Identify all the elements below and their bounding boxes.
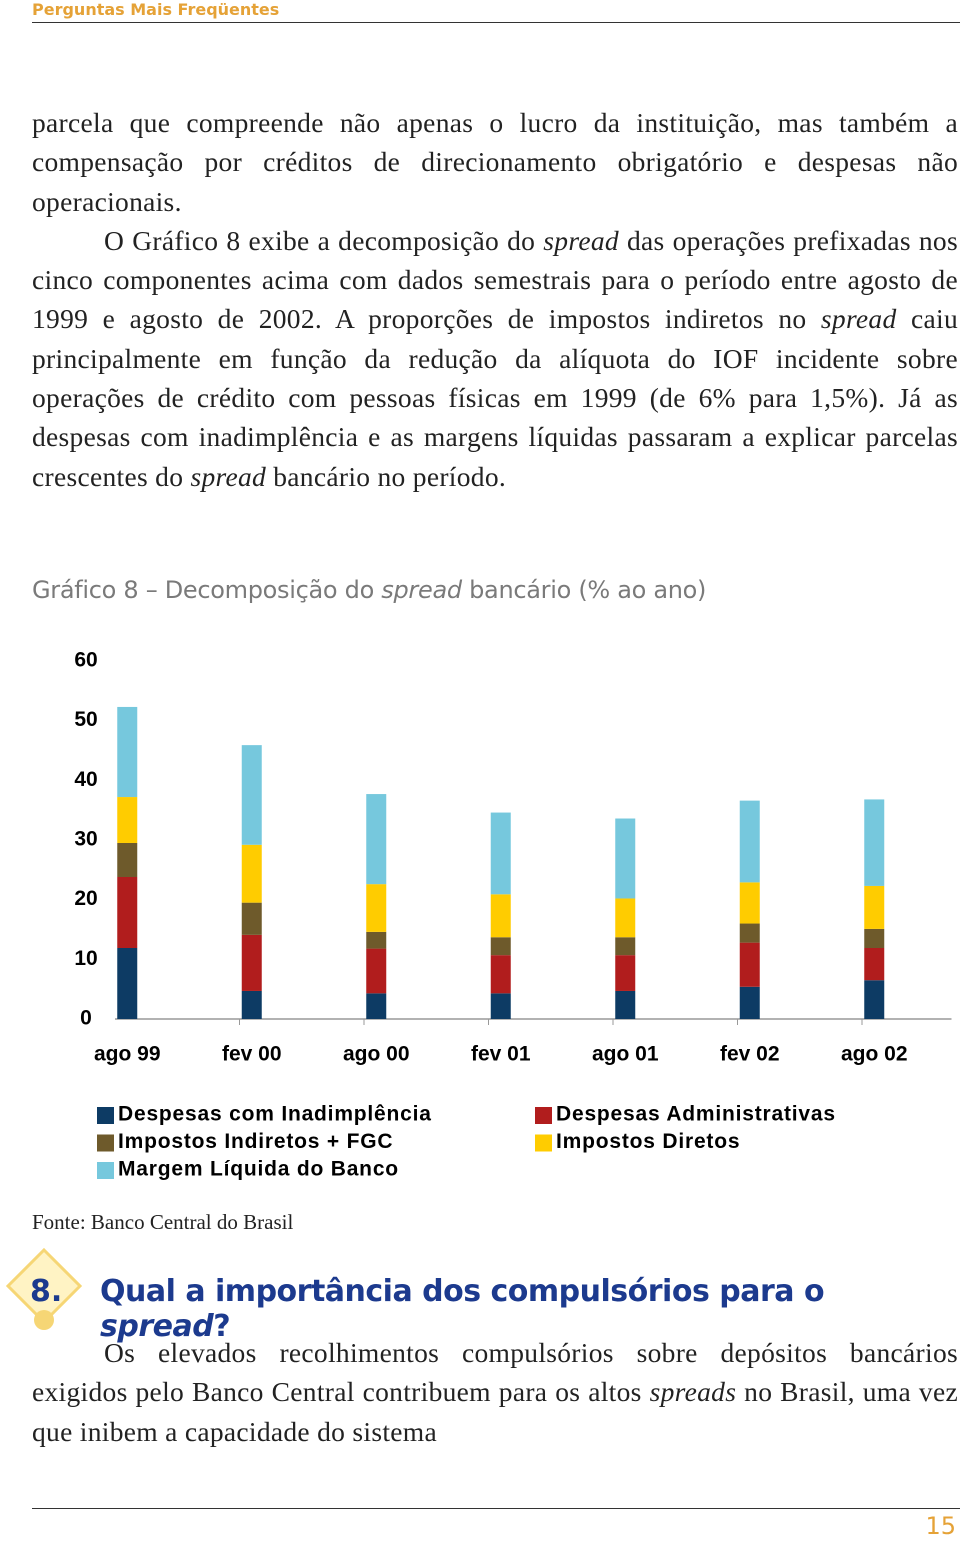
section-title: Qual a importância dos compulsórios para… xyxy=(100,1274,960,1344)
paragraph: Os elevados recolhimentos compulsórios s… xyxy=(32,1333,958,1451)
x-tick-label: ago 99 xyxy=(94,1043,161,1066)
bar-segment xyxy=(615,955,636,991)
bar-segment xyxy=(615,898,636,938)
text: spreads xyxy=(649,1376,737,1408)
bar-segment xyxy=(366,931,387,949)
paragraph: O Gráfico 8 exibe a decomposição do spre… xyxy=(32,221,958,496)
legend-label: Despesas com Inadimplência xyxy=(118,1103,432,1126)
bar-segment xyxy=(366,948,387,994)
y-tick-label: 20 xyxy=(74,887,97,910)
body-text: Os elevados recolhimentos compulsórios s… xyxy=(32,1333,958,1451)
x-tick-label: ago 00 xyxy=(343,1043,410,1066)
bar-segment xyxy=(117,797,138,843)
y-tick-label: 0 xyxy=(80,1007,92,1030)
bar-segment xyxy=(117,876,138,948)
section-number: 8. xyxy=(30,1274,63,1309)
bar-segment xyxy=(241,934,262,991)
bar-segment xyxy=(864,885,885,929)
chart-title: Gráfico 8 – Decomposição do spread bancá… xyxy=(32,576,706,604)
bar-segment xyxy=(241,745,262,845)
section-icon xyxy=(5,1247,83,1330)
text: bancário (% ao ano) xyxy=(461,576,707,604)
legend-label: Impostos Diretos xyxy=(556,1130,740,1153)
bar-segment xyxy=(366,794,387,885)
bar-segment xyxy=(490,894,511,938)
x-tick-label: fev 01 xyxy=(471,1043,531,1066)
y-tick-label: 40 xyxy=(74,768,97,791)
bar-segment xyxy=(615,818,636,899)
text: spread xyxy=(190,460,267,492)
text: caiu principalmente em função da redução… xyxy=(32,303,958,492)
x-tick-label: ago 01 xyxy=(592,1043,659,1066)
legend-swatch xyxy=(535,1107,552,1124)
bar-segment xyxy=(739,986,760,1019)
source: Fonte: Banco Central do Brasil xyxy=(32,1210,294,1234)
legend-label: Despesas Administrativas xyxy=(556,1103,836,1126)
bar-segment xyxy=(117,706,138,798)
text: spread xyxy=(543,224,619,256)
legend-swatch xyxy=(535,1134,552,1152)
bar-segment xyxy=(117,842,138,877)
bar-segment xyxy=(739,942,760,987)
bar-segment xyxy=(739,800,760,883)
bar-segment xyxy=(490,993,511,1019)
text: bancário no período. xyxy=(266,460,507,492)
legend-swatch xyxy=(97,1134,114,1152)
bar-segment xyxy=(615,937,636,956)
bar-segment xyxy=(490,955,511,994)
bar-segment xyxy=(864,799,885,886)
bar-segment xyxy=(490,937,511,956)
bar-segment xyxy=(366,884,387,932)
y-tick-label: 30 xyxy=(74,828,97,851)
paragraph: parcela que compreende não apenas o lucr… xyxy=(32,103,958,221)
text: Qual a importância dos compulsórios para… xyxy=(100,1274,825,1309)
legend-swatch xyxy=(97,1162,114,1179)
text: no Brasil, uma vez que inibem a capacida… xyxy=(32,1376,958,1447)
y-tick-label: 60 xyxy=(74,649,97,672)
page-number: 15 xyxy=(925,1512,956,1540)
text: Os elevados recolhimentos compulsórios s… xyxy=(32,1337,958,1408)
y-tick-label: 50 xyxy=(74,708,97,731)
bar-segment xyxy=(739,882,760,924)
bar-segment xyxy=(117,947,138,1019)
footer-rule xyxy=(32,1508,960,1509)
bar-segment xyxy=(241,902,262,935)
bar-segment xyxy=(864,980,885,1019)
bar-segment xyxy=(490,812,511,895)
text: O Gráfico 8 exibe a decomposição do xyxy=(104,224,544,256)
legend-label: Impostos Indiretos + FGC xyxy=(118,1130,393,1153)
bar-segment xyxy=(739,923,760,943)
text: das operações prefixadas nos cinco compo… xyxy=(32,224,958,335)
bar-segment xyxy=(864,947,885,981)
bar-segment xyxy=(864,928,885,948)
text: parcela que compreende não apenas o lucr… xyxy=(32,107,958,217)
body-text: parcela que compreende não apenas o lucr… xyxy=(32,103,958,496)
legend-swatch xyxy=(97,1107,114,1124)
y-tick-label: 10 xyxy=(74,947,97,970)
x-tick-label: fev 02 xyxy=(720,1043,780,1066)
text: spread xyxy=(100,1309,214,1344)
legend-label: Margem Líquida do Banco xyxy=(118,1158,399,1181)
bar-segment xyxy=(366,993,387,1019)
bar-segment xyxy=(241,990,262,1019)
header-rule xyxy=(32,22,960,23)
bar-segment xyxy=(241,844,262,903)
text: Gráfico 8 – Decomposição do xyxy=(32,576,382,604)
running-header: Perguntas Mais Freqüentes xyxy=(32,0,280,19)
x-tick-label: fev 00 xyxy=(222,1043,282,1066)
text: spread xyxy=(381,576,462,604)
text: ? xyxy=(213,1309,231,1344)
x-tick-label: ago 02 xyxy=(841,1043,908,1066)
bar-segment xyxy=(615,990,636,1019)
text: spread xyxy=(820,303,897,335)
